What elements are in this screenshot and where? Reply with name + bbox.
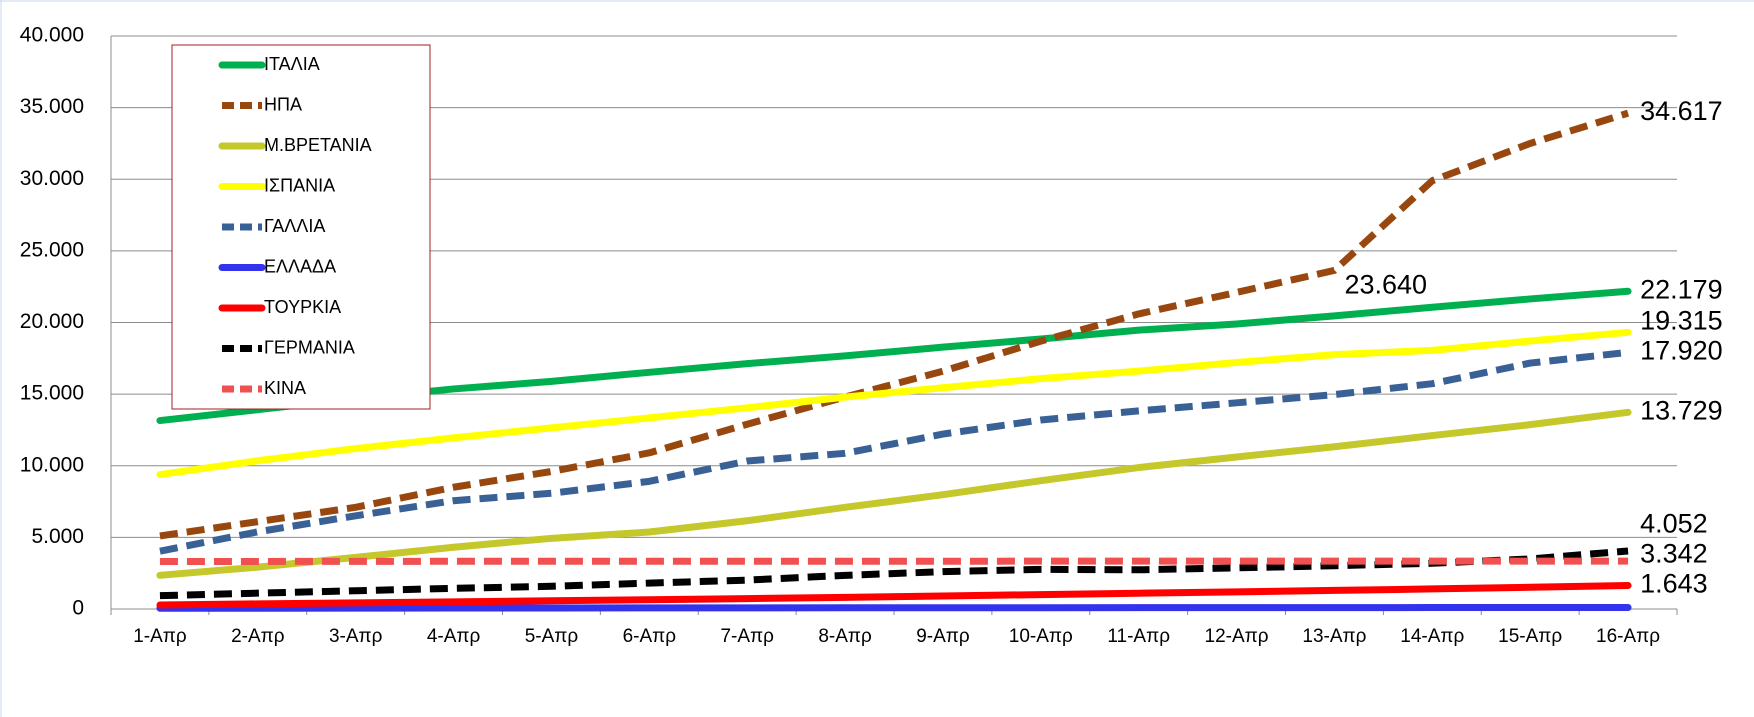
y-tick-label: 0 [72, 597, 84, 620]
x-tick-label: 10-Απρ [1009, 626, 1073, 647]
y-tick-label: 25.000 [20, 238, 84, 261]
x-tick-label: 15-Απρ [1498, 626, 1562, 647]
data-label: 13.729 [1640, 395, 1723, 425]
x-tick-label: 3-Απρ [329, 626, 383, 647]
y-tick-label: 40.000 [20, 24, 84, 47]
data-label: 22.179 [1640, 274, 1723, 304]
x-tick-label: 14-Απρ [1400, 626, 1464, 647]
x-tick-label: 8-Απρ [818, 626, 872, 647]
legend-label: ΓΕΡΜΑΝΙΑ [264, 337, 355, 357]
y-tick-label: 15.000 [20, 382, 84, 405]
legend-label: Μ.ΒΡΕΤΑΝΙΑ [264, 135, 372, 155]
data-label: 19.315 [1640, 305, 1723, 335]
x-tick-label: 5-Απρ [525, 626, 579, 647]
legend-label: ΙΣΠΑΝΙΑ [264, 175, 335, 195]
y-tick-label: 35.000 [20, 95, 84, 118]
y-tick-label: 5.000 [31, 525, 84, 548]
y-tick-label: 10.000 [20, 453, 84, 476]
data-label: 17.920 [1640, 335, 1723, 365]
x-tick-label: 6-Απρ [623, 626, 677, 647]
x-tick-label: 9-Απρ [916, 626, 970, 647]
x-tick-label: 7-Απρ [720, 626, 774, 647]
x-tick-label: 11-Απρ [1107, 626, 1170, 647]
legend-label: ΙΤΑΛΙΑ [264, 54, 320, 74]
data-label: 34.617 [1640, 96, 1723, 126]
x-tick-label: 2-Απρ [231, 626, 285, 647]
legend-label: ΕΛΛΑΔΑ [264, 256, 336, 276]
data-label: 23.640 [1344, 269, 1427, 299]
x-tick-label: 4-Απρ [427, 626, 481, 647]
legend-label: ΓΑΛΛΙΑ [264, 216, 325, 236]
legend-label: ΗΠΑ [264, 94, 302, 114]
series-line [156, 328, 1632, 479]
series-line [156, 408, 1632, 579]
data-label: 1.643 [1640, 569, 1708, 599]
data-label: 3.342 [1640, 539, 1708, 569]
series-line [159, 109, 1630, 540]
x-tick-label: 12-Απρ [1205, 626, 1269, 647]
y-tick-label: 30.000 [20, 167, 84, 190]
y-tick-label: 20.000 [20, 310, 84, 333]
series-line [156, 581, 1632, 609]
data-label: 4.052 [1640, 509, 1708, 539]
series-line [156, 603, 1632, 612]
x-tick-label: 1-Απρ [133, 626, 187, 647]
series-line [159, 348, 1629, 555]
x-tick-label: 16-Απρ [1596, 626, 1660, 647]
legend-box [171, 44, 431, 410]
x-tick-label: 13-Απρ [1302, 626, 1366, 647]
legend-label: ΤΟΥΡΚΙΑ [264, 297, 341, 317]
legend-label: ΚΙΝΑ [264, 378, 306, 398]
